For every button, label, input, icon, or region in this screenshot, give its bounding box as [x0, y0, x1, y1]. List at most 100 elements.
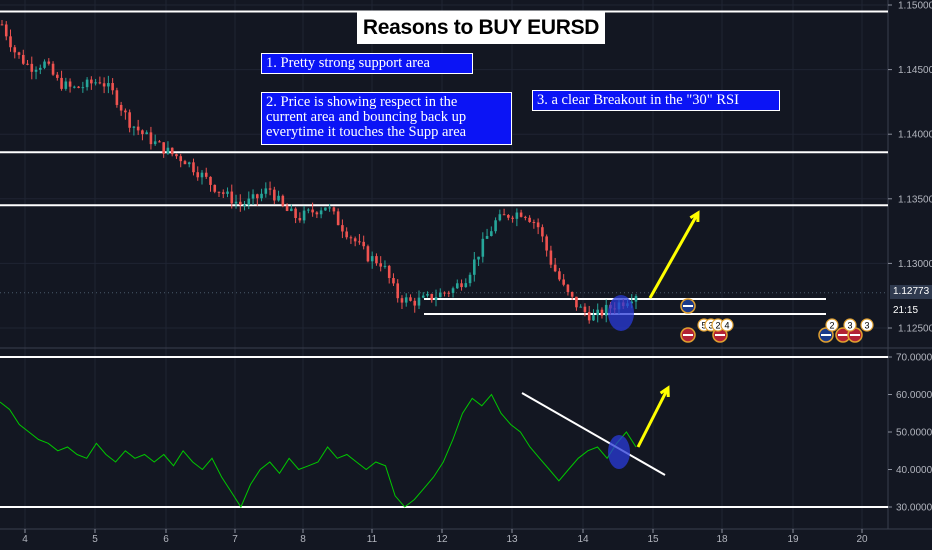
- chart-title-text: Reasons to BUY EURSD: [362, 16, 600, 39]
- candle-body: [490, 231, 493, 236]
- candle: [328, 203, 331, 212]
- reason-note-2-line-1: 2. Price is showing respect in the: [266, 94, 458, 110]
- bar-countdown-tag: 21:15: [890, 304, 932, 318]
- candle-body: [277, 195, 280, 201]
- candle-body: [421, 295, 425, 298]
- candle-body: [455, 283, 459, 289]
- candle-body: [417, 297, 421, 306]
- event-count-badge-circle: [825, 318, 839, 332]
- candle: [98, 76, 102, 85]
- candle: [73, 85, 76, 89]
- candle: [383, 260, 387, 269]
- price-axis-label: 1.14000: [898, 130, 932, 141]
- candle-body: [13, 47, 17, 53]
- candle-body: [438, 292, 442, 298]
- candle: [183, 159, 187, 165]
- candle: [426, 291, 429, 298]
- candle-body: [600, 309, 604, 316]
- candle-body: [226, 191, 229, 194]
- candle-body: [90, 79, 93, 84]
- candle: [434, 289, 438, 307]
- candle: [256, 193, 259, 206]
- price-buy-arrow-shaft: [648, 212, 700, 299]
- candle-body: [630, 301, 634, 304]
- candle-body: [9, 36, 12, 48]
- candle: [302, 205, 306, 224]
- candle: [234, 194, 238, 209]
- candle-body: [47, 61, 51, 64]
- candle-body: [566, 284, 570, 292]
- candle-body: [604, 304, 608, 316]
- candle-body: [328, 207, 331, 209]
- candle: [502, 208, 506, 216]
- candle: [64, 77, 68, 91]
- candle-body: [549, 250, 553, 265]
- time-axis-label: 19: [787, 534, 799, 545]
- candle: [26, 59, 29, 66]
- event-count-badge: 2: [825, 318, 839, 332]
- candle: [558, 268, 561, 282]
- event-count-badge: 4: [720, 318, 734, 332]
- candle: [455, 279, 459, 289]
- candle: [132, 125, 136, 136]
- candle: [413, 297, 417, 313]
- eu-event-flag-stripe: [683, 305, 693, 307]
- candle: [438, 288, 442, 298]
- candle: [175, 153, 178, 159]
- candle: [4, 21, 8, 41]
- candle-body: [30, 63, 34, 72]
- annotations: [521, 210, 700, 476]
- candle-body: [290, 208, 293, 211]
- candle-body: [81, 87, 85, 89]
- highlight-circle-rsi: [608, 435, 630, 469]
- candle: [290, 204, 293, 212]
- candle: [494, 217, 497, 234]
- rsi-buy-arrow-head: [659, 385, 670, 398]
- candle-body: [170, 147, 174, 155]
- candle: [13, 45, 17, 59]
- candle-body: [451, 288, 455, 293]
- time-axis[interactable]: 4 5 6 7 8 11 12 13 14 15 18 19 20: [22, 529, 868, 545]
- candle-body: [434, 297, 438, 300]
- candle: [277, 190, 280, 202]
- candle: [400, 295, 404, 309]
- candle: [141, 129, 144, 141]
- time-axis-label: 15: [647, 534, 659, 545]
- candle: [447, 290, 451, 297]
- candle-body: [145, 132, 148, 135]
- candle-body: [404, 297, 408, 303]
- candle-body: [366, 246, 370, 262]
- reason-note-2-line-2: current area and bouncing back up: [266, 109, 467, 125]
- candle: [38, 64, 42, 75]
- candle: [353, 236, 357, 247]
- candle-body: [426, 294, 429, 296]
- price-axis[interactable]: 1.15000 1.14500 1.14000 1.13500 1.13000 1.125…: [888, 1, 932, 335]
- event-count-badge-label: 2: [829, 321, 834, 331]
- candle: [273, 186, 276, 205]
- candle: [498, 209, 502, 222]
- candle-body: [294, 208, 297, 219]
- candle: [136, 119, 140, 135]
- candle: [336, 208, 340, 226]
- candle: [468, 272, 472, 287]
- price-buy-arrow: [648, 210, 700, 299]
- candle: [251, 189, 255, 206]
- candle: [490, 226, 493, 237]
- candle: [264, 182, 268, 198]
- candle-body: [443, 292, 446, 294]
- candle: [349, 235, 353, 244]
- us-event-flag: [680, 327, 696, 343]
- candle-body: [141, 130, 144, 135]
- candle-body: [166, 147, 170, 154]
- candle-body: [473, 259, 476, 275]
- candle: [200, 170, 204, 185]
- candle: [370, 251, 374, 269]
- rsi-axis[interactable]: 70.0000 60.0000 50.0000 40.0000 30.0000: [888, 353, 932, 514]
- candle-body: [511, 217, 514, 219]
- candle-body: [302, 210, 306, 221]
- bar-countdown-value: 21:15: [893, 305, 919, 316]
- candle: [124, 108, 127, 120]
- candle-body: [396, 283, 400, 299]
- candle-body: [187, 162, 191, 165]
